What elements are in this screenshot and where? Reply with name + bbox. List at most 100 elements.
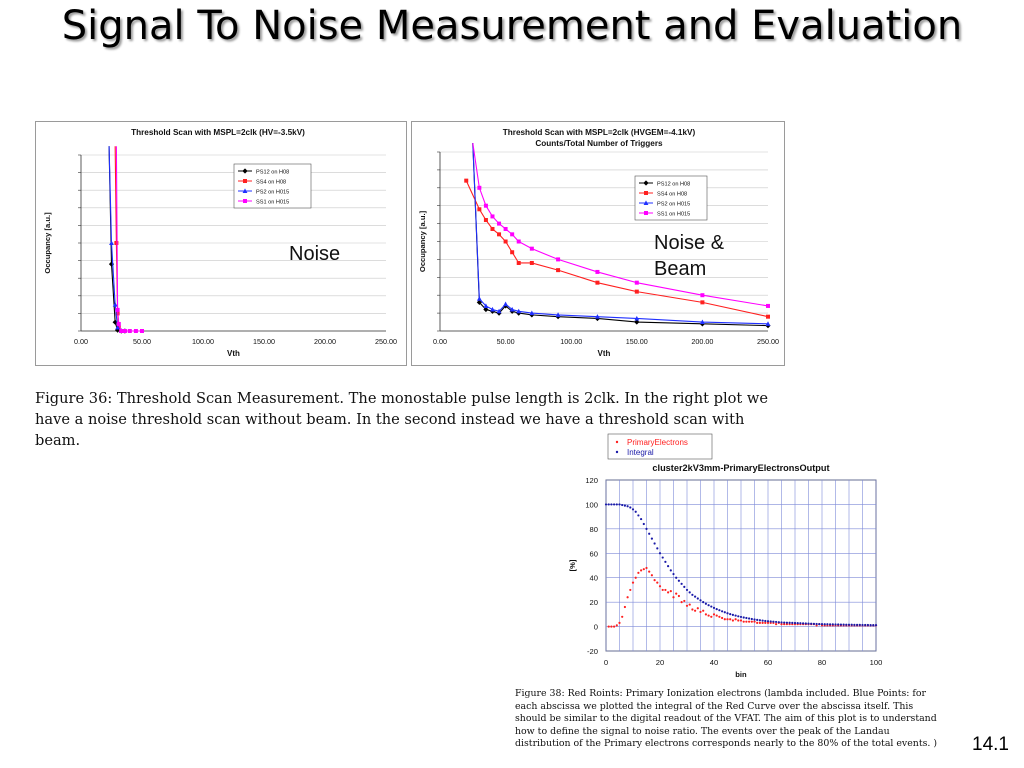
chart-threshold-scan-noise: Threshold Scan with MSPL=2clk (HV=-3.5kV… — [43, 128, 397, 358]
data-point — [721, 610, 724, 613]
data-point — [109, 240, 114, 245]
data-point — [718, 609, 721, 612]
series-line — [115, 146, 142, 332]
data-point — [497, 232, 502, 237]
data-point — [775, 620, 778, 624]
legend-label: PS12 on H08 — [657, 182, 690, 188]
data-point — [661, 556, 664, 559]
data-point — [634, 510, 637, 513]
data-point — [122, 329, 127, 333]
data-point — [615, 503, 618, 506]
chart-title: Threshold Scan with MSPL=2clk (HV=-3.5kV… — [131, 128, 305, 137]
data-point — [529, 310, 535, 316]
data-point — [766, 314, 770, 319]
data-point — [742, 620, 745, 623]
data-point — [761, 619, 764, 622]
data-point — [610, 503, 613, 506]
data-point — [661, 588, 664, 592]
data-point — [669, 590, 672, 593]
data-point — [634, 289, 639, 294]
data-point — [133, 329, 138, 333]
data-point — [734, 618, 737, 621]
data-point — [664, 588, 667, 592]
data-point — [664, 560, 667, 563]
y-tick-label: 100 — [585, 500, 598, 509]
data-point — [745, 620, 748, 623]
figure-36-caption: Figure 36: Threshold Scan Measurement. T… — [35, 390, 769, 449]
data-point — [837, 623, 840, 626]
series-ss1-on-h015 — [472, 142, 770, 308]
chart-title: Threshold Scan with MSPL=2clk (HVGEM=-4.… — [503, 128, 696, 137]
data-point — [645, 566, 648, 570]
data-point — [729, 613, 732, 616]
data-point — [615, 624, 618, 627]
data-point — [629, 588, 632, 592]
data-point — [637, 514, 640, 517]
data-point — [516, 239, 521, 244]
y-tick-label: -20 — [587, 647, 598, 656]
data-point — [869, 624, 872, 627]
data-point — [497, 221, 502, 226]
data-point — [758, 619, 761, 622]
data-point — [640, 517, 643, 521]
data-point — [856, 623, 859, 626]
data-point — [503, 226, 508, 231]
data-point — [737, 615, 740, 618]
data-point — [483, 303, 489, 308]
data-point — [726, 612, 729, 615]
x-tick-label: 150.00 — [253, 337, 275, 346]
data-point — [642, 568, 645, 571]
legend-marker — [243, 179, 247, 183]
data-point — [618, 503, 621, 506]
data-point — [656, 547, 659, 550]
data-point — [783, 623, 786, 626]
data-point — [483, 218, 488, 223]
chart-title: cluster2kV3mm-PrimaryElectronsOutput — [652, 463, 829, 473]
data-point — [872, 624, 875, 627]
legend-label: SS1 on H015 — [256, 200, 289, 206]
data-point — [490, 306, 495, 312]
data-point — [688, 591, 691, 594]
data-point — [742, 616, 745, 619]
data-point — [729, 618, 732, 621]
data-point — [858, 623, 861, 626]
data-point — [694, 609, 697, 612]
data-point — [861, 623, 864, 627]
legend-box — [607, 433, 713, 460]
data-point — [772, 620, 775, 623]
data-point — [750, 617, 753, 621]
y-tick-label: 80 — [590, 525, 598, 534]
data-point — [766, 303, 770, 308]
data-point — [634, 315, 640, 321]
y-tick-label: 40 — [590, 574, 598, 583]
data-point — [694, 595, 697, 598]
data-point — [516, 308, 522, 314]
data-point — [677, 594, 680, 598]
x-axis-label: Vth — [227, 349, 240, 358]
x-axis-label: Vth — [598, 349, 611, 358]
chart-threshold-scan-beam: Threshold Scan with MSPL=2clk (HVGEM=-4.… — [418, 128, 779, 358]
data-point — [712, 606, 716, 609]
x-tick-label: 250.00 — [375, 337, 397, 346]
data-point — [788, 621, 791, 624]
data-point — [555, 312, 561, 317]
data-point — [112, 319, 118, 325]
data-point — [680, 601, 683, 604]
data-point — [699, 610, 702, 614]
data-point — [658, 585, 662, 588]
data-point — [115, 307, 120, 312]
chart-panel-threshold-scan-noise: Threshold Scan with MSPL=2clk (HV=-3.5kV… — [35, 121, 407, 366]
data-point — [845, 623, 848, 626]
chart-panel-threshold-scan-beam: Threshold Scan with MSPL=2clk (HVGEM=-4.… — [411, 121, 785, 366]
data-point — [710, 605, 713, 608]
data-point — [648, 532, 651, 535]
data-point — [756, 621, 759, 625]
data-point — [818, 623, 821, 626]
data-point — [700, 319, 705, 325]
data-point — [510, 250, 515, 255]
data-point — [637, 571, 640, 574]
data-point — [731, 613, 734, 616]
legend-marker — [615, 440, 619, 444]
data-point — [595, 280, 600, 285]
